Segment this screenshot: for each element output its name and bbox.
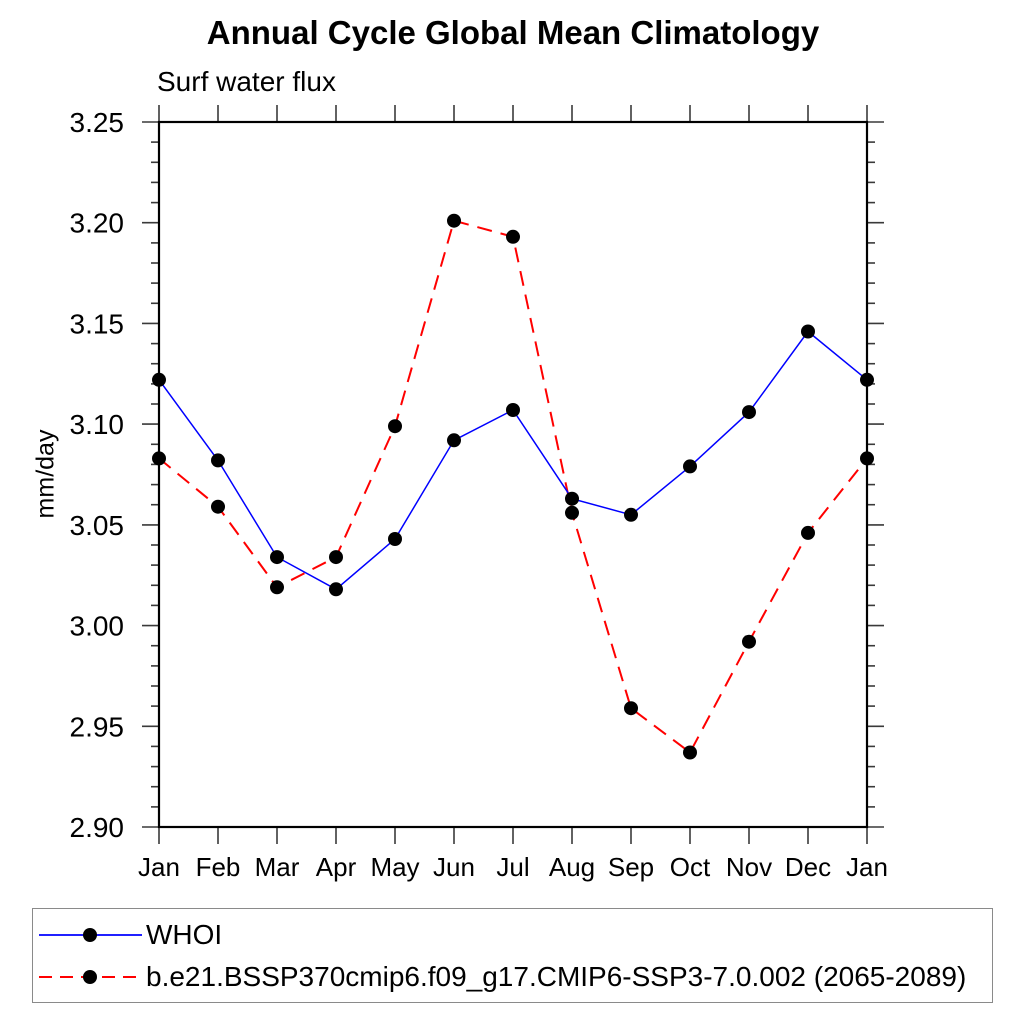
legend-label-model: b.e21.BSSP370cmip6.f09_g17.CMIP6-SSP3-7.… [146, 960, 967, 992]
legend-item-model: b.e21.BSSP370cmip6.f09_g17.CMIP6-SSP3-7.… [38, 956, 992, 998]
x-tick-label: Nov [726, 852, 772, 882]
x-tick-label: Apr [316, 852, 357, 882]
data-point-marker [329, 550, 343, 565]
data-point-marker [270, 550, 284, 565]
data-point-marker [801, 324, 815, 339]
legend-line-sample-dashed [39, 969, 142, 984]
data-point-marker [565, 491, 579, 506]
data-point-marker [624, 507, 638, 522]
chart-subtitle: Surf water flux [157, 66, 336, 97]
data-point-marker [742, 405, 756, 420]
data-point-marker [152, 372, 166, 387]
x-tick-label: Jul [496, 852, 529, 882]
x-tick-label: Jan [138, 852, 180, 882]
data-point-marker [447, 433, 461, 448]
data-point-marker [211, 453, 225, 468]
data-point-marker [506, 229, 520, 244]
data-point-marker [388, 532, 402, 546]
data-point-marker [211, 499, 225, 514]
data-point-marker [329, 582, 343, 597]
y-tick-label: 3.15 [70, 308, 125, 339]
x-tick-label: Oct [670, 852, 711, 882]
data-point-marker [860, 372, 874, 387]
data-point-marker [683, 745, 697, 760]
y-tick-label: 2.95 [70, 711, 125, 742]
y-tick-label: 3.00 [70, 611, 125, 642]
y-tick-label: 2.90 [70, 812, 125, 843]
data-point-marker [565, 505, 579, 520]
data-point-marker [742, 634, 756, 649]
plot-frame [157, 120, 869, 829]
y-tick-label: 3.25 [70, 107, 125, 138]
y-tick-label: 3.05 [70, 510, 125, 541]
data-point-marker [801, 525, 815, 540]
data-point-marker [152, 451, 166, 466]
x-tick-label: Jun [433, 852, 475, 882]
x-tick-label: Feb [196, 852, 241, 882]
data-point-marker [683, 459, 697, 474]
series-line-whoi [158, 330, 868, 591]
x-tick-label: Dec [785, 852, 831, 882]
x-tick-label: May [370, 852, 419, 882]
y-tick-label: 3.10 [70, 409, 125, 440]
legend-line-sample-solid [39, 927, 142, 942]
legend-label-whoi: WHOI [146, 918, 223, 950]
x-tick-label: Aug [549, 852, 595, 882]
data-point-marker [270, 580, 284, 595]
x-tick-label: Sep [608, 852, 654, 882]
data-point-marker [860, 451, 874, 466]
series-line-model [158, 219, 868, 755]
x-tick-label: Mar [255, 852, 300, 882]
data-point-marker [506, 403, 520, 417]
chart-title: Annual Cycle Global Mean Climatology [206, 14, 820, 51]
data-point-marker [388, 419, 402, 434]
legend-item-whoi: WHOI [38, 914, 992, 956]
x-tick-label: Jan [846, 852, 888, 882]
data-point-marker [624, 701, 638, 716]
data-point-marker [447, 213, 461, 228]
y-tick-label: 3.20 [70, 208, 125, 239]
legend-box: WHOI b.e21.BSSP370cmip6.f09_g17.CMIP6-SS… [32, 908, 993, 1003]
